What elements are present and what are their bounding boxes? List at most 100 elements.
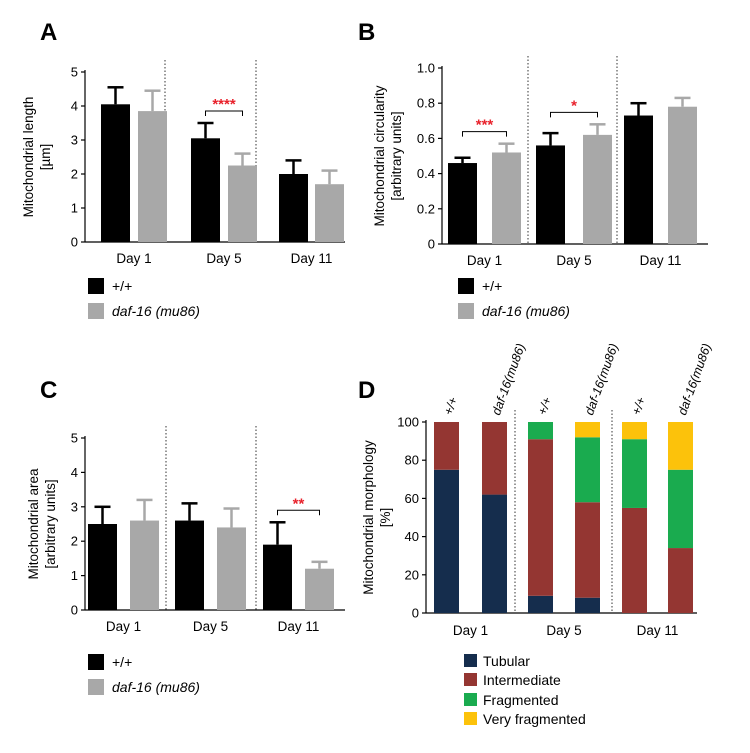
c-significance-bracket: [277, 509, 320, 516]
legend-c-mut-swatch: [88, 679, 104, 695]
chart-a-length: 0 1 2 3 4 5 Day 1 Day 5 Day 11 Mitochondrial leng…: [21, 60, 345, 266]
d-ytick-label: 0: [412, 606, 419, 621]
panel-letter-a: A: [40, 19, 57, 46]
b-ytick-label: 0.8: [417, 96, 435, 111]
d-ytick-label: 80: [405, 453, 419, 468]
d-stack-intermediate: [668, 548, 693, 613]
d-ytick-label: 60: [405, 491, 419, 506]
legend-b-wt-label: +/+: [482, 278, 502, 294]
d-stack-fragmented: [668, 469, 693, 549]
d-stack-very-fragmented: [622, 422, 647, 440]
panel-letter-d: D: [358, 377, 375, 404]
a-bar-mut: [138, 111, 167, 242]
d-column-label: +/+: [535, 395, 554, 417]
b-bar-wt: [536, 145, 565, 244]
a-ytick-label: 0: [71, 235, 78, 250]
a-xtick-label: Day 11: [291, 251, 333, 266]
d-stack-fragmented: [528, 422, 553, 440]
legend-c-wt-label: +/+: [112, 654, 132, 670]
legend-d-intermediate-swatch: [464, 673, 477, 686]
d-stack-fragmented: [622, 439, 647, 508]
d-stack-fragmented: [575, 437, 600, 503]
a-ytick-label: 2: [71, 167, 78, 182]
panel-letter-b: B: [358, 19, 375, 46]
legend-a-wt-swatch: [88, 278, 104, 294]
b-bar-mut: [583, 134, 612, 244]
c-ytick-label: 1: [71, 568, 78, 583]
d-ylabel-line2: [%]: [378, 508, 393, 528]
a-xtick-label: Day 5: [206, 251, 241, 266]
legend-a-wt-label: +/+: [112, 278, 132, 294]
c-ytick-label: 2: [71, 534, 78, 549]
d-xtick-label: Day 11: [637, 623, 679, 638]
legend-d: Tubular Intermediate Fragmented Very fra…: [464, 653, 586, 727]
chart-b-circularity: 0 0.2 0.4 0.6 0.8 1.0 Day 1 Day 5 Day 11 Mitochon…: [372, 56, 708, 268]
legend-d-fragmented-label: Fragmented: [483, 692, 558, 708]
d-stack-tubular: [575, 597, 600, 613]
c-ytick-label: 0: [71, 603, 78, 618]
legend-a-mut-label: daf-16 (mu86): [112, 303, 200, 319]
d-column-label: daf-16(mu86): [582, 342, 621, 417]
d-stack-very-fragmented: [575, 422, 600, 438]
c-ytick-label: 5: [71, 431, 78, 446]
d-stack-intermediate: [482, 422, 507, 495]
a-bar-wt: [101, 104, 130, 242]
chart-c-area: 0 1 2 3 4 5 Day 1 Day 5 Day 11 Mitochondrial area…: [26, 426, 345, 634]
legend-d-very-fragmented-label: Very fragmented: [483, 711, 586, 727]
d-ylabel-line1: Mitochondrial morphology: [361, 440, 376, 595]
d-stack-intermediate: [434, 422, 459, 470]
a-significance-bracket: [205, 110, 243, 116]
legend-d-fragmented-swatch: [464, 693, 477, 706]
d-ytick-label: 100: [397, 415, 419, 430]
b-bar-mut: [492, 152, 521, 244]
c-bar-mut: [305, 568, 334, 610]
c-ytick-label: 3: [71, 499, 78, 514]
c-xtick-label: Day 5: [193, 619, 228, 634]
c-ytick-label: 4: [71, 465, 78, 480]
b-ytick-label: 1.0: [417, 61, 435, 76]
b-significance-stars: *: [571, 97, 577, 114]
a-bar-wt: [279, 174, 308, 242]
a-xtick-label: Day 1: [116, 251, 151, 266]
legend-c-wt-swatch: [88, 654, 104, 670]
legend-a-mut-swatch: [88, 303, 104, 319]
b-ytick-label: 0.6: [417, 131, 435, 146]
d-ytick-label: 20: [405, 567, 419, 582]
d-column-label: +/+: [629, 395, 648, 417]
legend-d-very-fragmented-swatch: [464, 712, 477, 725]
a-significance-stars: ****: [212, 96, 236, 113]
b-xtick-label: Day 1: [467, 253, 502, 268]
a-bar-mut: [315, 184, 344, 242]
chart-d-morphology: 0 20 40 60 80 100 Day 1 Day 5 Day 11 Mitochondria…: [361, 342, 714, 638]
a-ytick-label: 3: [71, 133, 78, 148]
b-significance-bracket: [462, 131, 507, 137]
b-bar-wt: [624, 115, 653, 245]
legend-c-mut-label: daf-16 (mu86): [112, 679, 200, 695]
legend-d-tubular-swatch: [464, 654, 477, 667]
d-stack-tubular: [482, 494, 507, 613]
c-xtick-label: Day 11: [278, 619, 320, 634]
a-ylabel-line2: [µm]: [38, 144, 53, 171]
legend-b-mut-label: daf-16 (mu86): [482, 303, 570, 319]
c-bar-mut: [217, 527, 246, 610]
a-ytick-label: 4: [71, 99, 78, 114]
legend-d-tubular-label: Tubular: [483, 653, 530, 669]
b-ylabel-line1: Mitochondrial circularity: [372, 85, 387, 226]
a-bar-mut: [228, 165, 257, 242]
d-stack-intermediate: [528, 439, 553, 596]
d-stack-very-fragmented: [668, 422, 693, 470]
c-ylabel-line1: Mitochondrial area: [26, 468, 41, 580]
b-xtick-label: Day 5: [556, 253, 591, 268]
a-ytick-label: 1: [71, 201, 78, 216]
d-stack-tubular: [434, 469, 459, 613]
panel-letter-c: C: [40, 377, 57, 404]
d-stack-intermediate: [575, 502, 600, 598]
d-ytick-label: 40: [405, 529, 419, 544]
d-stack-intermediate: [622, 507, 647, 613]
b-bar-wt: [448, 163, 477, 244]
legend-d-intermediate-label: Intermediate: [483, 672, 561, 688]
c-bar-wt: [88, 524, 117, 610]
d-stack-tubular: [528, 595, 553, 613]
d-column-label: daf-16(mu86): [675, 342, 714, 417]
